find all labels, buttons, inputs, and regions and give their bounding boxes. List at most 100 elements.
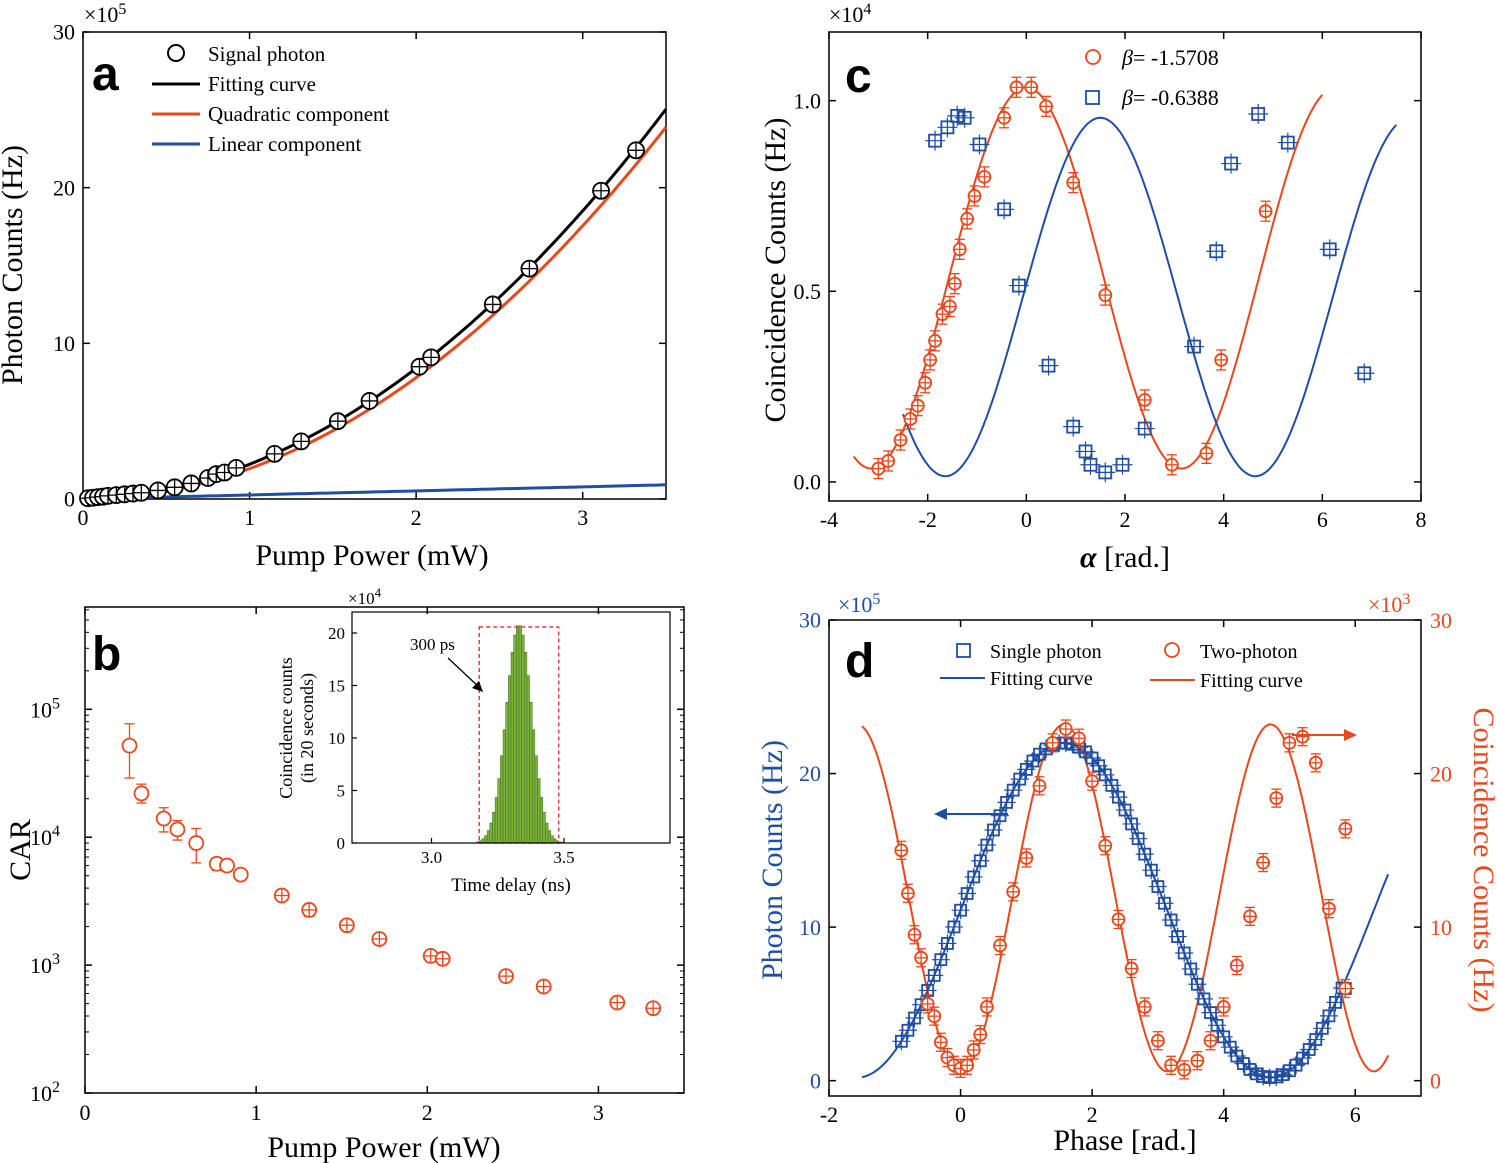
panel-c-legend: β= -1.5708 β= -0.6388 — [1085, 45, 1219, 110]
panel-a-legend: Signal photon Fitting curve Quadratic co… — [152, 42, 390, 156]
inset-histogram-bar — [529, 702, 533, 844]
inset-histogram-bar — [502, 729, 506, 844]
arrow-left-axis-head — [934, 808, 947, 820]
panel-c-ytick-label: 1.0 — [794, 88, 822, 113]
inset-histogram-bar — [537, 778, 541, 844]
panel-c-xtick-label: 2 — [1120, 507, 1131, 532]
inset-histogram — [476, 625, 565, 844]
panel-d-ylabel-right: Coincidence Counts (Hz) — [1467, 708, 1497, 1013]
car-point — [232, 866, 249, 883]
inset-histogram-bar — [497, 778, 501, 844]
panel-c-ytick-label: 0.5 — [794, 279, 822, 304]
inset-histogram-bar — [494, 797, 499, 844]
inset-histogram-bar — [508, 675, 512, 844]
inset-annotation-arrow — [447, 657, 481, 689]
panel-d-ylabel-left: Photon Counts (Hz) — [756, 740, 789, 980]
panel-a-xtick-label: 3 — [577, 505, 588, 530]
panel-c-xtick-label: 4 — [1218, 507, 1229, 532]
inset-histogram-bar — [484, 835, 488, 844]
inset-annotation: 300 ps — [410, 635, 455, 654]
panel-d-points — [892, 719, 1355, 1087]
panel-a-xtick-label: 0 — [78, 505, 89, 530]
inset-xtick-label: 3.5 — [553, 848, 574, 867]
legend-beta2-marker — [1085, 90, 1100, 105]
legend-single-photon-marker — [956, 643, 971, 658]
panel-a-xlabel: Pump Power (mW) — [255, 539, 488, 572]
car-point — [169, 821, 186, 838]
panel-c-ytick-label: 0.0 — [794, 470, 822, 495]
inset-histogram-bar — [553, 838, 557, 844]
legend-beta2-label: β= -0.6388 — [1121, 85, 1219, 110]
inset-ytick-label: 0 — [337, 834, 346, 853]
panel-b-xtick-label: 3 — [593, 1100, 604, 1125]
panel-b-ytick-label: 104 — [30, 823, 60, 850]
panel-a-ytick-label: 10 — [53, 331, 75, 356]
inset-histogram-bar — [524, 652, 528, 844]
inset-histogram-bar — [492, 811, 496, 844]
car-point — [155, 810, 172, 827]
panel-d-ytick-left-label: 30 — [799, 608, 821, 633]
panel-c-ylabel: Coincidence Counts (Hz) — [759, 118, 792, 423]
inset-histogram-bar — [550, 835, 554, 844]
panel-a-label: a — [92, 48, 119, 101]
panel-a-ylabel: Photon Counts (Hz) — [0, 145, 29, 385]
legend-two-photon-label: Two-photon — [1200, 641, 1297, 663]
panel-d-ytick-left-label: 0 — [810, 1068, 821, 1093]
inset-histogram-bar — [510, 652, 514, 844]
inset-histogram-bar — [489, 822, 493, 844]
panel-c-xtick-label: 8 — [1416, 507, 1427, 532]
panel-a-ytick-label: 0 — [64, 487, 75, 512]
panel-d-xlabel: Phase [rad.] — [1053, 1124, 1196, 1157]
inset-ytick-label: 15 — [328, 677, 345, 696]
panel-d-xtick-label: 4 — [1218, 1102, 1229, 1127]
legend-two-fit-label: Fitting curve — [1200, 670, 1303, 692]
car-point — [188, 835, 205, 851]
inset-ytick-label: 20 — [328, 624, 345, 643]
panel-a-points — [79, 141, 645, 508]
inset-histogram-bar — [500, 755, 504, 844]
panel-d-ytick-right-label: 10 — [1430, 915, 1452, 940]
panel-b-ytick-label: 103 — [30, 951, 60, 978]
inset-xlabel: Time delay (ns) — [451, 875, 571, 896]
panel-d-xtick-label: 0 — [955, 1102, 966, 1127]
panel-b-xtick-label: 0 — [80, 1100, 91, 1125]
car-point — [219, 857, 235, 874]
inset-histogram-bar — [542, 811, 546, 844]
panel-d: -2 0 2 4 6 0 10 20 30 0 10 20 30 d ×105 ×103 Phase [… — [756, 591, 1497, 1157]
panel-c-xtick-label: 6 — [1317, 507, 1328, 532]
panel-d-multiplier-left: ×105 — [838, 591, 880, 617]
inset-histogram-bar — [545, 822, 549, 844]
panel-d-xtick-label: 2 — [1087, 1102, 1098, 1127]
panel-b-ytick-label: 105 — [30, 695, 60, 722]
legend-quadratic-label: Quadratic component — [208, 102, 390, 126]
two-photon-fit-curve — [861, 723, 1390, 1073]
inset-multiplier: ×104 — [348, 585, 382, 608]
series-1-fit-curve — [852, 86, 1324, 470]
panel-d-curves — [861, 723, 1390, 1079]
legend-beta1-label: β= -1.5708 — [1121, 45, 1219, 70]
inset-histogram-bar — [526, 675, 530, 844]
inset-annotation-arrowhead — [472, 681, 483, 692]
inset-histogram-bar — [531, 729, 536, 844]
panel-b-label: b — [92, 628, 121, 681]
inset-histogram-bar — [516, 625, 520, 844]
panel-c: -4 -2 0 2 4 6 8 0.0 0.5 1.0 c ×104 α [rad.] Coinc… — [759, 1, 1427, 574]
panel-c-xtick-label: 0 — [1021, 507, 1032, 532]
single-photon-fit-curve — [861, 741, 1390, 1079]
legend-fitting-curve-label: Fitting curve — [208, 72, 316, 96]
panel-c-xtick-label: -4 — [820, 507, 838, 532]
panel-a-multiplier: ×105 — [84, 1, 126, 27]
legend-signal-photon-label: Signal photon — [208, 42, 326, 66]
panel-a-xtick-label: 1 — [244, 505, 255, 530]
inset-ylabel-line2: (in 20 seconds) — [297, 673, 318, 783]
panel-c-xtick-label: -2 — [919, 507, 937, 532]
panel-b-ytick-label: 102 — [30, 1079, 60, 1106]
panel-d-ytick-right-label: 0 — [1430, 1069, 1441, 1094]
inset-histogram-bar — [513, 634, 517, 844]
panel-d-ytick-left-label: 20 — [799, 761, 821, 786]
